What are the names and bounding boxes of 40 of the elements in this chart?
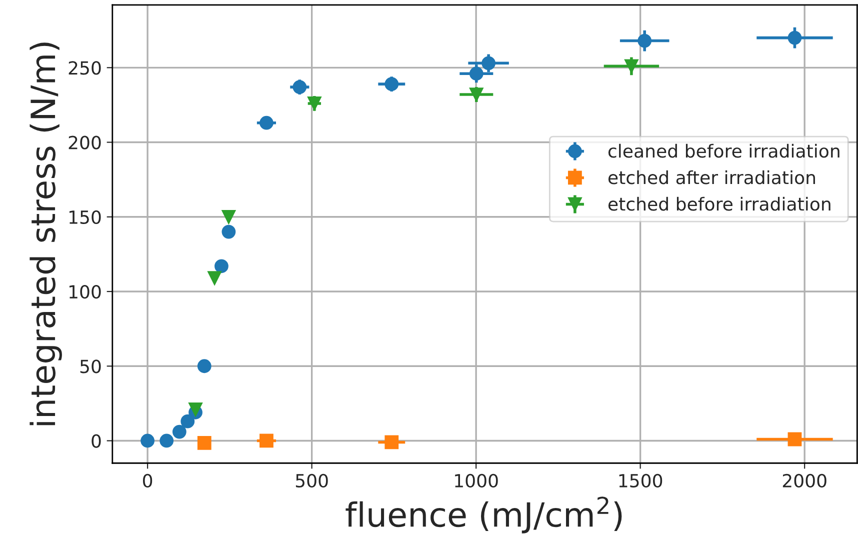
x-tick-label: 1500 — [619, 474, 662, 488]
y-tick-label: 150 — [70, 210, 101, 224]
x-tick-label: 1000 — [455, 474, 498, 488]
x-tick-label: 500 — [296, 474, 328, 488]
y-tick-label: 100 — [70, 284, 101, 299]
y-tick-label: 0 — [92, 434, 101, 448]
x-tick-label: 0 — [142, 474, 152, 488]
point — [180, 414, 195, 428]
point — [260, 116, 274, 130]
y-tick-label: 250 — [68, 61, 101, 75]
legend-label: etched before irradiation — [608, 196, 830, 211]
point — [222, 210, 236, 224]
point — [197, 436, 212, 450]
point — [469, 66, 484, 81]
point — [292, 80, 307, 94]
point — [638, 34, 652, 48]
y-axis-title: integrated stress (N/m) — [30, 42, 62, 426]
y-tick-label: 200 — [68, 136, 101, 150]
point — [188, 402, 202, 416]
point — [208, 271, 222, 286]
point — [307, 96, 322, 110]
point — [222, 224, 236, 239]
point — [384, 435, 399, 450]
legend-label: etched after irradiation — [608, 170, 815, 184]
point — [160, 434, 174, 448]
point — [140, 434, 154, 448]
point — [482, 56, 496, 70]
x-tick-label: 2000 — [782, 474, 826, 488]
legend-label: cleaned before irradiation — [608, 144, 840, 158]
point — [172, 424, 186, 439]
point — [469, 88, 484, 102]
point — [197, 359, 212, 374]
point — [624, 59, 638, 74]
point — [788, 432, 802, 446]
y-tick-label: 50 — [80, 360, 101, 374]
point — [384, 77, 399, 92]
x-axis-title: fluence (mJ/cm$^{2}$) — [346, 496, 622, 534]
point — [214, 259, 228, 274]
point — [260, 434, 274, 448]
point — [788, 30, 802, 45]
